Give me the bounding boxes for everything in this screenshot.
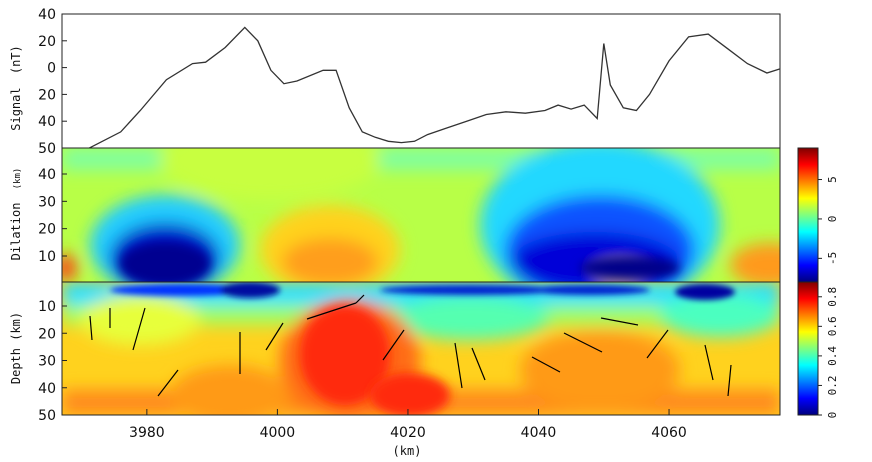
signal-y-tick-label: 20 — [38, 34, 56, 50]
signal-y-tick-label: 50 — [38, 141, 56, 157]
x-tick-label: 4020 — [390, 425, 426, 441]
x-tick-label: 4040 — [521, 425, 557, 441]
signal-series-line — [68, 26, 781, 160]
dilation-colorbar-tick-label: 0 — [826, 216, 839, 223]
depth-colorbar: 0.8 0.6 0.4 0.2 0 — [797, 281, 839, 419]
dilation-colorbar-tick-label: 5 — [826, 176, 839, 183]
dilation-colorbar-tick-label: -5 — [826, 252, 839, 265]
svg-text:Dilation (km): Dilation (km) — [9, 168, 23, 261]
dilation-y-tick-label: 40 — [38, 167, 56, 183]
dilation-ylabel-unit: (km) — [13, 168, 23, 190]
depth-y-tick-label: 30 — [38, 354, 56, 370]
depth-y-tick-label: 20 — [38, 326, 56, 342]
dilation-colorbar: 5 0 -5 — [797, 147, 839, 283]
svg-text:Signal (nT): Signal (nT) — [9, 45, 23, 131]
dilation-y-tick-label: 30 — [38, 194, 56, 210]
x-tick-label: 3980 — [129, 425, 165, 441]
dilation-y-tick-label: 10 — [38, 249, 56, 265]
signal-ylabel-unit: (nT) — [9, 45, 23, 74]
signal-panel: 40 20 0 20 40 50 Signal (nT) — [9, 7, 781, 160]
signal-y-tick-label: 0 — [47, 61, 56, 77]
depth-y-tick-label: 10 — [38, 299, 56, 315]
x-tick-label: 4000 — [260, 425, 296, 441]
depth-panel: 10 20 30 40 50 3980 4000 4020 4040 4060 Depth (k… — [9, 281, 781, 458]
depth-colorbar-tick-label: 0.4 — [826, 346, 839, 366]
signal-ylabel: Signal — [9, 87, 23, 130]
dilation-y-tick-label: 20 — [38, 222, 56, 238]
depth-colorbar-tick-label: 0 — [826, 412, 839, 419]
x-axis-label: (km) — [393, 444, 422, 458]
signal-y-tick-label: 40 — [38, 114, 56, 130]
signal-y-tick-label: 40 — [38, 7, 56, 23]
depth-ylabel: Depth (km) — [9, 312, 23, 384]
depth-colorbar-tick-label: 0.8 — [826, 287, 839, 307]
depth-y-tick-label: 40 — [38, 381, 56, 397]
depth-colorbar-tick-label: 0.2 — [826, 375, 839, 395]
dilation-panel: 40 30 20 10 Dilation (km) — [9, 147, 781, 283]
depth-axes-frame — [61, 281, 781, 416]
x-tick-label: 4060 — [651, 425, 687, 441]
signal-axes-frame — [61, 13, 781, 149]
depth-y-tick-label: 50 — [38, 408, 56, 424]
signal-y-tick-label: 20 — [38, 87, 56, 103]
depth-colorbar-tick-label: 0.6 — [826, 316, 839, 336]
strike-ticks — [89, 294, 732, 397]
dilation-ylabel: Dilation — [9, 203, 23, 261]
